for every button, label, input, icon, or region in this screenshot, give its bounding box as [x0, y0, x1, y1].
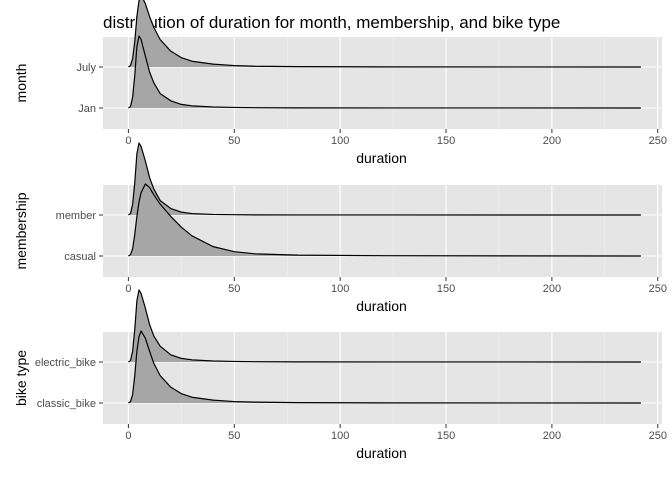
ridge-line-July [128, 0, 641, 68]
x-tick-label: 100 [331, 430, 349, 442]
y-axis-title: bike type [13, 350, 29, 406]
panel-1: Jan July 0 50 100 150 200 250 duration month [13, 0, 667, 166]
x-tick-label: 50 [228, 283, 240, 295]
x-tick-label: 150 [437, 135, 455, 147]
ridge-line-classic_bike [128, 330, 641, 404]
y-axis-title: month [13, 64, 29, 103]
x-tick-label: 250 [649, 430, 667, 442]
x-tick-label: 100 [331, 135, 349, 147]
x-tick-label: 50 [228, 135, 240, 147]
panels: Jan July 0 50 100 150 200 250 duration month casua… [13, 0, 667, 461]
y-tick-label: member [56, 210, 97, 222]
x-axis-title: duration [356, 445, 407, 461]
panel-background [103, 332, 662, 424]
y-axis-title: membership [13, 192, 29, 269]
y-tick-label: Jan [78, 103, 96, 115]
y-tick-label: casual [64, 251, 96, 263]
x-axis-title: duration [356, 150, 407, 166]
y-tick-label: July [76, 62, 96, 74]
x-axis-title: duration [356, 298, 407, 314]
ridge-line-member [128, 142, 641, 216]
x-tick-label: 100 [331, 283, 349, 295]
x-tick-label: 0 [125, 430, 131, 442]
y-tick-label: classic_bike [37, 398, 96, 410]
ridge-line-Jan [128, 35, 641, 109]
panel-3: classic_bike electric_bike 0 50 100 150 200 250… [13, 289, 667, 461]
y-tick-label: electric_bike [35, 357, 96, 369]
x-tick-label: 150 [437, 430, 455, 442]
panel-2: casual member 0 50 100 150 200 250 duration membe… [13, 142, 667, 314]
x-tick-label: 0 [125, 283, 131, 295]
x-tick-label: 200 [543, 430, 561, 442]
ridge-area-classic_bike [128, 331, 641, 403]
x-tick-label: 150 [437, 283, 455, 295]
x-tick-label: 200 [543, 283, 561, 295]
ridge-area-July [128, 0, 641, 67]
x-tick-label: 0 [125, 135, 131, 147]
ridge-area-casual [128, 184, 641, 256]
x-tick-label: 250 [649, 135, 667, 147]
panel-background [103, 185, 662, 277]
chart-title: distribution of duration for month, memb… [103, 13, 560, 32]
x-tick-label: 50 [228, 430, 240, 442]
x-tick-label: 250 [649, 283, 667, 295]
ridge-line-casual [128, 183, 641, 257]
panel-background [103, 37, 662, 129]
ridge-line-electric_bike [128, 289, 641, 363]
x-tick-label: 200 [543, 135, 561, 147]
